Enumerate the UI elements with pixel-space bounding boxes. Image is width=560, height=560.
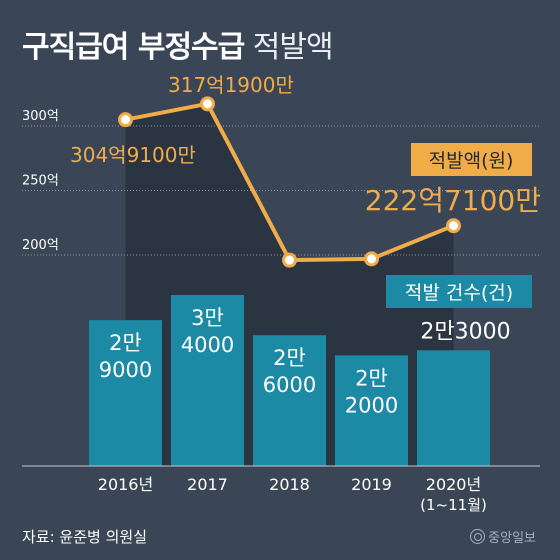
bar-value-label: 2000 bbox=[345, 393, 398, 417]
publisher-name: 중앙일보 bbox=[488, 531, 536, 546]
chart-title: 구직급여 부정수급 적발액 bbox=[22, 22, 334, 66]
labels: 2만 9000 3만 4000 2만 6000 2만 2000 2만3000 304억9100만 3… bbox=[70, 73, 541, 417]
bar bbox=[417, 350, 490, 466]
bar bbox=[253, 335, 326, 466]
x-tick-label: 2017 bbox=[187, 475, 228, 494]
line-point bbox=[446, 218, 461, 234]
chart-title-light: 적발액 bbox=[252, 30, 334, 65]
publisher-logo-icon bbox=[470, 529, 486, 544]
legend-label-count: 적발 건수(건) bbox=[405, 282, 513, 304]
line-point bbox=[118, 112, 133, 128]
bar-value-label: 2만3000 bbox=[420, 319, 510, 344]
source-note: 자료: 윤준병 의원실 bbox=[22, 528, 147, 546]
legend-box-count bbox=[386, 275, 532, 308]
legend-box-amount bbox=[411, 143, 532, 176]
bar bbox=[171, 295, 244, 466]
x-tick-sublabel: (1~11월) bbox=[420, 496, 487, 514]
bar-value-label: 9000 bbox=[99, 358, 152, 382]
x-tick-label: 2019 bbox=[351, 475, 392, 494]
line-data-label: 317억1900만 bbox=[168, 73, 294, 97]
x-tick-label: 2016년 bbox=[98, 475, 153, 494]
bar-value-label: 2만 bbox=[273, 346, 306, 370]
legend-label-amount: 적발액(원) bbox=[429, 150, 514, 172]
bar-value-label: 3만 bbox=[191, 306, 224, 330]
line-series bbox=[118, 96, 461, 268]
x-axis: 2016년 2017 2018 2019 2020년 (1~11월) bbox=[22, 465, 540, 514]
chart-title-bold: 구직급여 부정수급 bbox=[22, 30, 245, 65]
line-point bbox=[200, 96, 215, 112]
y-tick-label: 250억 bbox=[22, 174, 59, 189]
gridlines: 300억 250억 200억 bbox=[22, 109, 540, 256]
bar bbox=[335, 355, 408, 466]
line-point bbox=[364, 251, 379, 267]
y-tick-label: 300억 bbox=[22, 109, 59, 124]
bar-value-label: 2만 bbox=[355, 366, 388, 390]
y-tick-label: 200억 bbox=[22, 238, 59, 253]
bar-value-label: 4000 bbox=[181, 333, 234, 357]
bars bbox=[89, 295, 490, 466]
bar bbox=[89, 320, 162, 466]
bar-value-label: 6000 bbox=[263, 373, 316, 397]
x-tick-label: 2020년 bbox=[426, 475, 481, 494]
bar-value-label: 2만 bbox=[109, 331, 142, 355]
line-data-label: 222억7100만 bbox=[365, 184, 541, 217]
x-tick-label: 2018 bbox=[269, 475, 310, 494]
publisher-logo: 중앙일보 bbox=[470, 527, 536, 546]
line-data-label: 304억9100만 bbox=[70, 143, 196, 167]
line-point bbox=[282, 252, 297, 268]
